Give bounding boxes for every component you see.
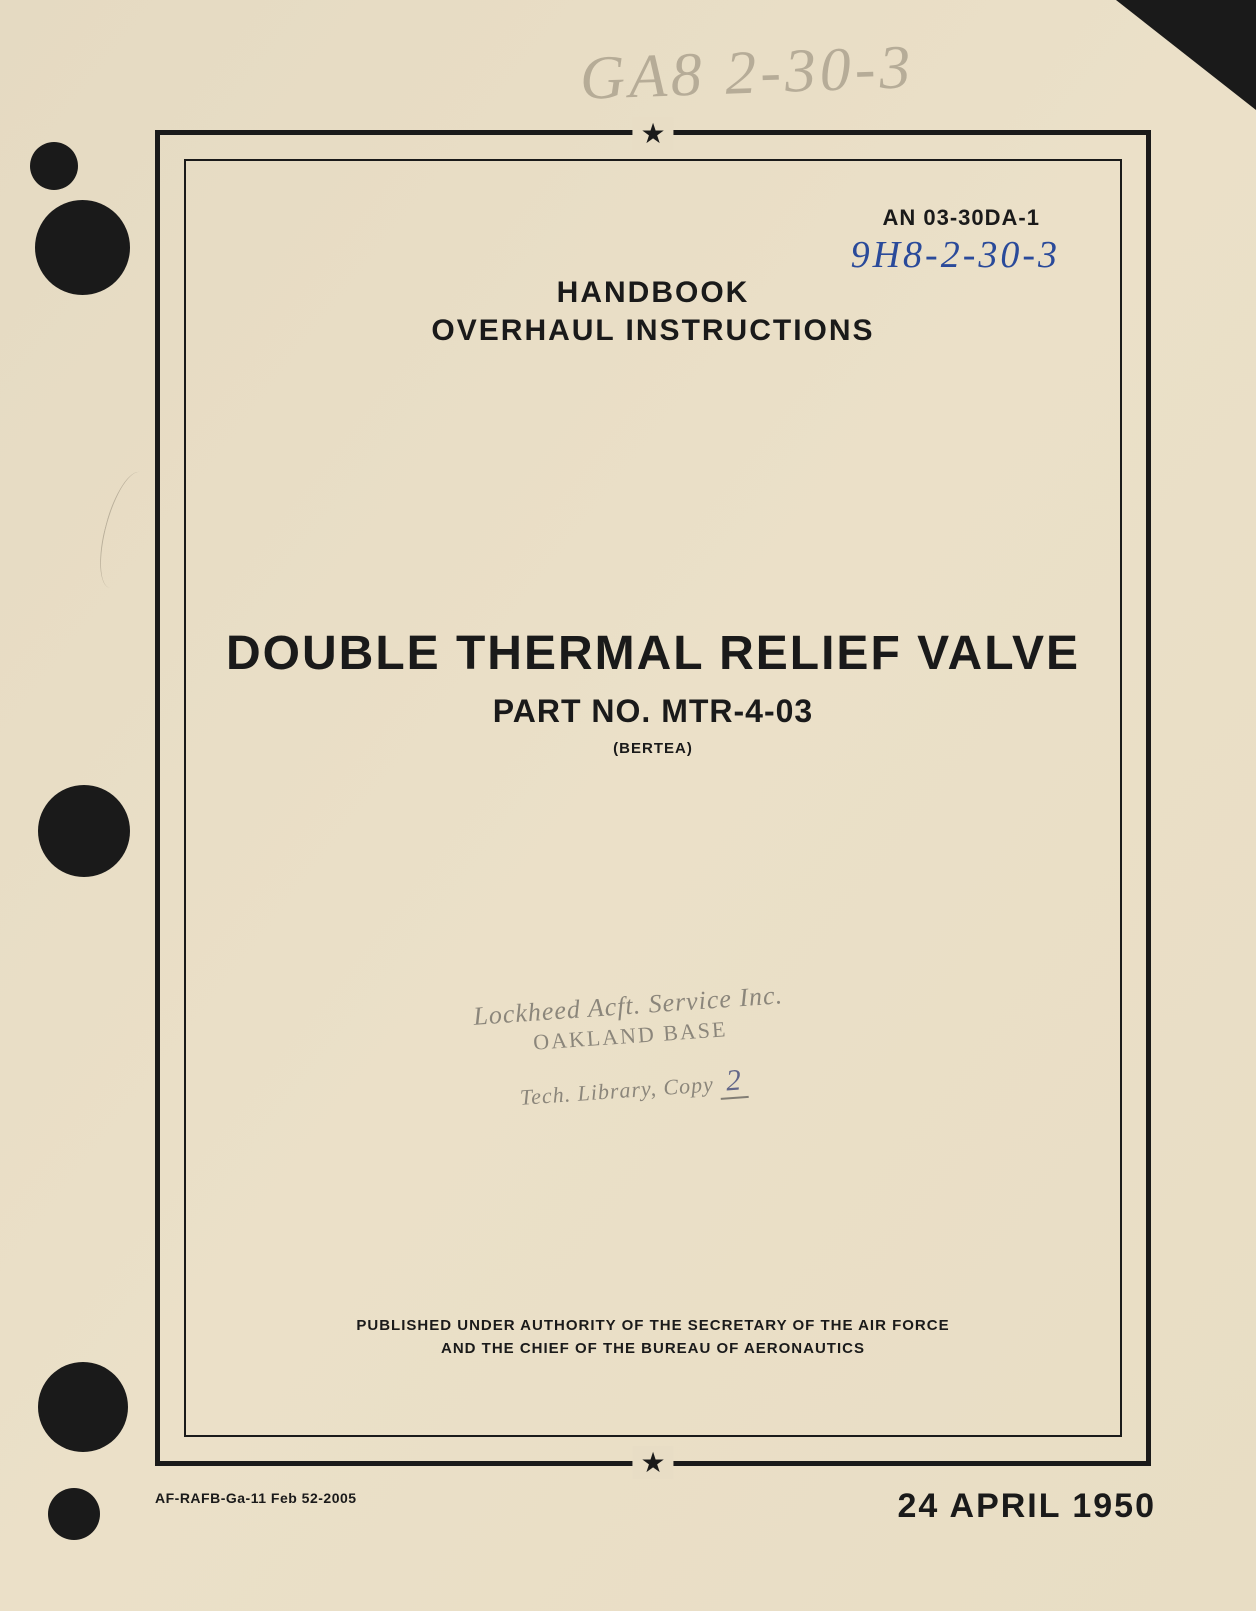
authority-line-1: PUBLISHED UNDER AUTHORITY OF THE SECRETA… [186,1315,1120,1338]
punch-hole [38,1362,128,1452]
footer-print-code: AF-RAFB-Ga-11 Feb 52-2005 [155,1490,357,1506]
torn-corner [1116,0,1256,110]
punch-hole [30,142,78,190]
document-number: AN 03-30DA-1 [883,205,1041,231]
punch-hole [35,200,130,295]
punch-hole [38,785,130,877]
stamp-copy-prefix: Tech. Library, Copy [519,1071,714,1109]
document-page: GA8 2-30-3 ★ AN 03-30DA-1 9H8-2-30-3 HAN… [0,0,1256,1611]
publication-authority: PUBLISHED UNDER AUTHORITY OF THE SECRETA… [186,1315,1120,1360]
handbook-label-2: OVERHAUL INSTRUCTIONS [186,314,1120,348]
handwritten-annotation-top: GA8 2-30-3 [579,32,916,115]
library-stamp: Lockheed Acft. Service Inc. OAKLAND BASE… [472,980,789,1115]
stamp-copy-number: 2 [719,1063,749,1100]
main-title-block: DOUBLE THERMAL RELIEF VALVE PART NO. MTR… [186,626,1120,757]
star-ornament-top: ★ [632,117,673,150]
footer-date: 24 APRIL 1950 [898,1487,1156,1526]
paper-scratch [90,467,160,593]
star-ornament-bottom: ★ [632,1446,673,1479]
content-outer-frame: ★ AN 03-30DA-1 9H8-2-30-3 HANDBOOK OVERH… [155,130,1151,1466]
part-number: PART NO. MTR-4-03 [186,693,1120,730]
authority-line-2: AND THE CHIEF OF THE BUREAU OF AERONAUTI… [186,1338,1120,1361]
manufacturer: (BERTEA) [186,740,1120,757]
handwritten-annotation-blue: 9H8-2-30-3 [851,233,1060,277]
handbook-label-1: HANDBOOK [186,276,1120,310]
main-title: DOUBLE THERMAL RELIEF VALVE [186,626,1120,681]
stamp-library-copy: Tech. Library, Copy 2 [478,1060,790,1116]
handbook-heading: HANDBOOK OVERHAUL INSTRUCTIONS [186,276,1120,348]
punch-hole [48,1488,100,1540]
content-inner-frame: AN 03-30DA-1 9H8-2-30-3 HANDBOOK OVERHAU… [184,159,1122,1437]
